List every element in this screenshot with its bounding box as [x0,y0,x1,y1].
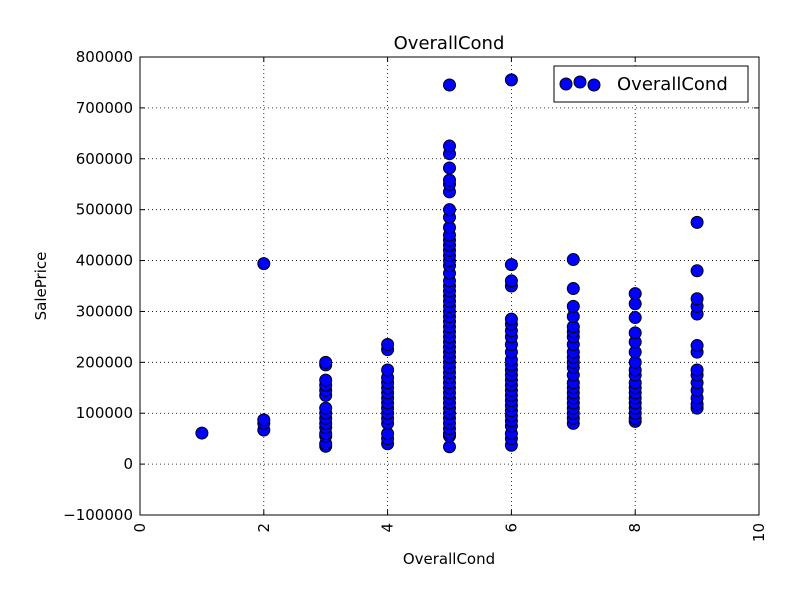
x-tick-label: 4 [379,523,397,533]
data-point [195,426,209,440]
legend-marker [587,78,601,92]
data-point [443,173,456,187]
legend-box [553,65,749,103]
legend-label: OverallCond [617,74,728,95]
legend-marker [559,77,573,91]
y-tick-label: 600000 [76,150,133,168]
data-point [257,413,271,427]
x-tick-label: 6 [502,523,520,533]
legend: OverallCond [553,65,749,103]
x-axis-label: OverallCond [403,550,495,568]
data-point [628,287,642,301]
data-point [443,78,456,92]
data-point [690,339,704,353]
y-tick-label: 100000 [76,404,133,422]
x-tick-label: 0 [131,523,149,533]
x-tick-label: 2 [255,523,273,533]
data-point [443,139,456,153]
data-point [504,73,518,87]
data-point [504,312,518,326]
data-point [443,161,456,175]
data-point [319,373,333,387]
data-point [566,299,580,313]
data-point [628,326,642,340]
y-tick-label: 400000 [76,252,133,270]
data-point [319,355,333,369]
y-tick-label: 300000 [76,302,133,320]
y-tick-label: 700000 [76,99,133,117]
data-point [257,257,271,271]
x-tick-label: 10 [750,523,768,542]
tick-labels: 0 2 4 6 8 10−10000001000002000003000004000005… [63,48,768,542]
data-point [690,264,704,278]
data-point [690,215,704,229]
plot-frame [139,56,760,516]
data-point [504,258,518,272]
y-tick-label: 200000 [76,353,133,371]
y-tick-label: 800000 [76,48,133,66]
x-tick-label: 8 [626,523,644,533]
data-point [566,253,580,267]
data-point [504,274,518,288]
y-tick-label: −100000 [63,506,133,524]
data-point [690,292,704,306]
data-point [443,203,456,217]
y-axis-label: SalePrice [32,252,50,321]
chart-title: OverallCond [394,33,505,54]
legend-marker [573,75,587,89]
data-point [628,311,642,325]
data-point [381,363,395,377]
data-point [566,282,580,296]
axis-ticks [139,56,760,516]
data-points [195,73,704,454]
y-tick-label: 500000 [76,201,133,219]
data-point [381,338,395,352]
data-point [319,401,333,415]
y-tick-label: 0 [123,455,133,473]
data-point [690,363,704,377]
